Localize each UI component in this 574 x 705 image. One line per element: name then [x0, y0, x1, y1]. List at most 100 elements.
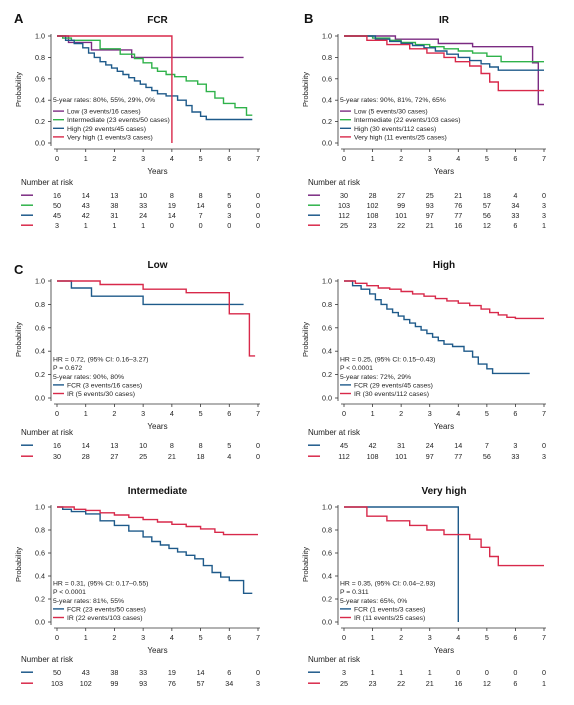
y-tick-label: 0.8 [35, 526, 45, 535]
risk-count: 7 [199, 211, 203, 220]
risk-count: 8 [170, 441, 174, 450]
x-tick-label: 5 [485, 633, 489, 642]
legend-entry: Intermediate (23 events/50 cases) [67, 117, 170, 124]
risk-count: 3 [55, 221, 59, 230]
y-tick-label: 0.0 [35, 618, 45, 627]
risk-count: 93 [426, 201, 434, 210]
x-tick-label: 6 [227, 409, 231, 418]
annotation-text: 5-year rates: 90%, 80% [53, 374, 124, 381]
risk-count: 18 [483, 191, 491, 200]
chart-title: IR [439, 15, 450, 26]
risk-count: 0 [456, 668, 460, 677]
x-tick-label: 3 [428, 409, 432, 418]
series-line-blue [57, 280, 244, 306]
risk-count: 6 [513, 679, 517, 688]
x-axis-label: Years [434, 422, 454, 431]
series-line-red [344, 35, 544, 92]
x-tick-label: 2 [112, 409, 116, 418]
risk-count: 33 [511, 452, 519, 461]
risk-count: 33 [511, 211, 519, 220]
risk-count: 21 [168, 452, 176, 461]
risk-count: 30 [340, 191, 348, 200]
risk-count: 102 [80, 679, 92, 688]
x-tick-label: 4 [170, 154, 174, 163]
y-tick-label: 1.0 [35, 277, 45, 286]
risk-count: 1 [84, 221, 88, 230]
risk-count: 102 [367, 201, 379, 210]
y-tick-label: 0.8 [322, 300, 332, 309]
risk-count: 56 [483, 211, 491, 220]
x-axis-label: Years [147, 422, 167, 431]
x-tick-label: 3 [428, 154, 432, 163]
legend-entry: Low (3 events/16 cases) [67, 109, 141, 116]
risk-count: 3 [342, 668, 346, 677]
y-tick-label: 0.2 [322, 117, 332, 126]
risk-count: 0 [227, 221, 231, 230]
x-tick-label: 1 [371, 409, 375, 418]
risk-count: 57 [483, 201, 491, 210]
x-tick-label: 3 [141, 409, 145, 418]
risk-count: 16 [53, 441, 61, 450]
legend-entry: IR (22 events/103 cases) [67, 615, 143, 622]
series-line-blue [57, 506, 253, 594]
risk-count: 33 [139, 668, 147, 677]
risk-count: 3 [542, 452, 546, 461]
risk-count: 50 [53, 201, 61, 210]
y-tick-label: 1.0 [35, 503, 45, 512]
risk-count: 25 [139, 452, 147, 461]
risk-count: 3 [513, 441, 517, 450]
risk-count: 112 [338, 211, 349, 220]
risk-count: 6 [227, 668, 231, 677]
risk-count: 93 [139, 679, 147, 688]
risk-count: 31 [397, 441, 405, 450]
x-tick-label: 1 [371, 154, 375, 163]
risk-count: 101 [395, 211, 407, 220]
x-tick-label: 6 [513, 154, 517, 163]
x-tick-label: 6 [227, 154, 231, 163]
risk-count: 1 [542, 679, 546, 688]
x-tick-label: 2 [399, 633, 403, 642]
risk-count: 0 [256, 211, 260, 220]
risk-count: 103 [338, 201, 350, 210]
x-axis-label: Years [147, 646, 167, 655]
y-axis-label: Probability [301, 322, 310, 357]
risk-table-heading: Number at risk [308, 428, 361, 437]
x-tick-label: 7 [542, 633, 546, 642]
risk-count: 0 [256, 452, 260, 461]
risk-count: 57 [197, 679, 205, 688]
x-tick-label: 1 [84, 409, 88, 418]
risk-count: 14 [82, 191, 90, 200]
y-tick-label: 0.2 [35, 595, 45, 604]
x-tick-label: 0 [342, 154, 346, 163]
risk-table-heading: Number at risk [21, 178, 74, 187]
legend-entry: IR (30 events/112 cases) [354, 391, 429, 398]
series-line-purple [344, 35, 544, 106]
risk-count: 97 [426, 211, 434, 220]
risk-count: 14 [454, 441, 462, 450]
annotation-text: P < 0.0001 [53, 589, 86, 596]
x-tick-label: 5 [199, 409, 203, 418]
risk-count: 31 [110, 211, 118, 220]
risk-count: 0 [256, 221, 260, 230]
panel-letter-b: B [304, 11, 313, 26]
chart-title: Low [148, 260, 168, 271]
risk-count: 101 [395, 452, 407, 461]
risk-count: 1 [141, 221, 145, 230]
chart-title: High [433, 260, 455, 271]
risk-count: 14 [197, 668, 205, 677]
y-tick-label: 0.6 [35, 549, 45, 558]
legend-entry: High (29 events/45 cases) [67, 126, 146, 133]
series-line-red [57, 35, 173, 143]
y-tick-label: 0.4 [322, 96, 332, 105]
risk-count: 21 [454, 191, 462, 200]
x-tick-label: 7 [256, 154, 260, 163]
annotation-text: P = 0.672 [53, 365, 82, 372]
annotation-text: HR = 0.35, (95% CI: 0.04–2.93) [340, 581, 435, 588]
risk-count: 13 [110, 191, 118, 200]
y-tick-label: 0.0 [322, 394, 332, 403]
y-axis-label: Probability [301, 547, 310, 582]
x-tick-label: 3 [428, 633, 432, 642]
x-tick-label: 0 [342, 633, 346, 642]
risk-count: 5 [227, 441, 231, 450]
risk-count: 3 [227, 211, 231, 220]
